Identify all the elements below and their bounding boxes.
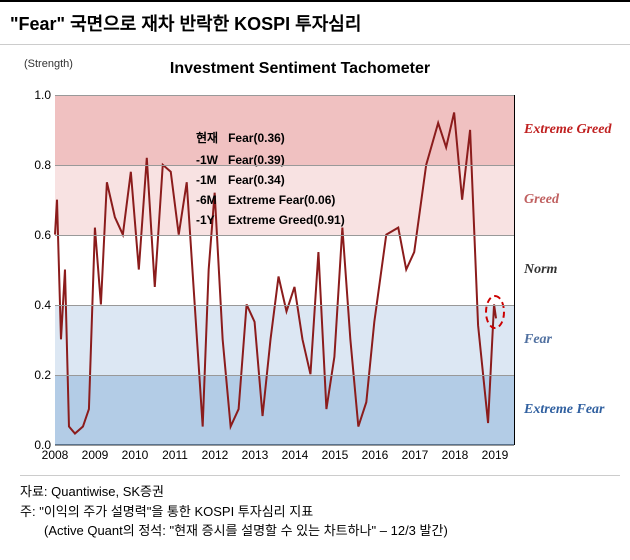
y-axis-label: (Strength) — [24, 58, 73, 70]
x-tick-label: 2013 — [242, 448, 269, 462]
legend-period: -1W — [192, 151, 222, 169]
zone-label: Extreme Greed — [524, 122, 611, 138]
grid-line — [55, 305, 514, 306]
zone-label: Fear — [524, 332, 552, 348]
x-tick-label: 2019 — [482, 448, 509, 462]
page-title: "Fear" 국면으로 재차 반락한 KOSPI 투자심리 — [0, 0, 630, 45]
x-tick-label: 2016 — [362, 448, 389, 462]
legend-period: -1M — [192, 171, 222, 189]
legend-period: -6M — [192, 191, 222, 209]
y-tick-label: 0.6 — [34, 228, 51, 242]
legend-value: Fear(0.34) — [224, 171, 349, 189]
x-tick-label: 2009 — [82, 448, 109, 462]
footer: 자료: Quantiwise, SK증권 주: "이익의 주가 설명력"을 통한… — [20, 475, 620, 541]
legend-header-right: Fear(0.36) — [224, 129, 289, 147]
chart-title: Investment Sentiment Tachometer — [150, 60, 450, 78]
grid-line — [55, 95, 514, 96]
grid-line — [55, 445, 514, 446]
x-tick-label: 2018 — [442, 448, 469, 462]
x-tick-label: 2011 — [162, 448, 188, 462]
legend-value: Extreme Fear(0.06) — [224, 191, 349, 209]
source-label: 자료: — [20, 484, 48, 499]
y-tick-label: 0.8 — [34, 158, 51, 172]
source-text: Quantiwise, SK증권 — [51, 484, 164, 499]
legend-value: Fear(0.39) — [224, 151, 349, 169]
zone-label: Greed — [524, 192, 559, 208]
note-line1: "이익의 주가 설명력"을 통한 KOSPI 투자심리 지표 — [39, 504, 313, 519]
legend-period: -1Y — [192, 211, 222, 229]
title-text: "Fear" 국면으로 재차 반락한 KOSPI 투자심리 — [10, 14, 361, 34]
x-tick-label: 2015 — [322, 448, 349, 462]
legend-box: 현재 Fear(0.36) -1WFear(0.39)-1MFear(0.34)… — [190, 127, 351, 231]
y-tick-label: 1.0 — [34, 88, 51, 102]
note-line2: (Active Quant의 정석: "현재 증시를 설명할 수 있는 차트하나… — [44, 523, 448, 538]
grid-line — [55, 375, 514, 376]
grid-line — [55, 235, 514, 236]
x-tick-label: 2012 — [202, 448, 229, 462]
note-label: 주: — [20, 504, 36, 519]
x-tick-label: 2010 — [122, 448, 149, 462]
x-tick-label: 2014 — [282, 448, 309, 462]
legend-value: Extreme Greed(0.91) — [224, 211, 349, 229]
current-marker-circle — [485, 295, 505, 329]
y-tick-label: 0.4 — [34, 298, 51, 312]
legend-header-left: 현재 — [192, 129, 222, 147]
y-tick-label: 0.2 — [34, 368, 51, 382]
chart-plot-area: 현재 Fear(0.36) -1WFear(0.39)-1MFear(0.34)… — [55, 95, 515, 445]
x-tick-label: 2017 — [402, 448, 429, 462]
zone-label: Extreme Fear — [524, 402, 605, 418]
grid-line — [55, 165, 514, 166]
zone-label: Norm — [524, 262, 557, 278]
x-tick-label: 2008 — [42, 448, 69, 462]
